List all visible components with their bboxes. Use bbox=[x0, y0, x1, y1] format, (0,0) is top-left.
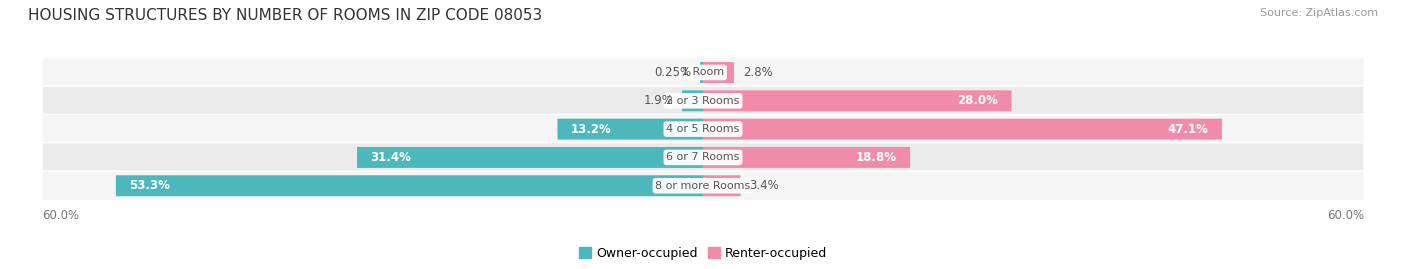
FancyBboxPatch shape bbox=[42, 171, 1364, 200]
FancyBboxPatch shape bbox=[42, 114, 1364, 144]
Text: 60.0%: 60.0% bbox=[1327, 209, 1364, 222]
Text: HOUSING STRUCTURES BY NUMBER OF ROOMS IN ZIP CODE 08053: HOUSING STRUCTURES BY NUMBER OF ROOMS IN… bbox=[28, 8, 543, 23]
Text: 28.0%: 28.0% bbox=[957, 94, 998, 107]
Text: 2.8%: 2.8% bbox=[742, 66, 772, 79]
Text: Source: ZipAtlas.com: Source: ZipAtlas.com bbox=[1260, 8, 1378, 18]
Text: 6 or 7 Rooms: 6 or 7 Rooms bbox=[666, 153, 740, 162]
FancyBboxPatch shape bbox=[703, 147, 910, 168]
FancyBboxPatch shape bbox=[42, 58, 1364, 87]
Text: 1 Room: 1 Room bbox=[682, 68, 724, 77]
Text: 13.2%: 13.2% bbox=[571, 123, 612, 136]
FancyBboxPatch shape bbox=[357, 147, 703, 168]
FancyBboxPatch shape bbox=[42, 143, 1364, 172]
FancyBboxPatch shape bbox=[558, 119, 703, 140]
Text: 1.9%: 1.9% bbox=[644, 94, 673, 107]
Legend: Owner-occupied, Renter-occupied: Owner-occupied, Renter-occupied bbox=[574, 242, 832, 265]
FancyBboxPatch shape bbox=[115, 175, 703, 196]
Text: 2 or 3 Rooms: 2 or 3 Rooms bbox=[666, 96, 740, 106]
FancyBboxPatch shape bbox=[682, 90, 703, 111]
FancyBboxPatch shape bbox=[703, 62, 734, 83]
Text: 31.4%: 31.4% bbox=[370, 151, 412, 164]
FancyBboxPatch shape bbox=[703, 175, 741, 196]
Text: 3.4%: 3.4% bbox=[749, 179, 779, 192]
Text: 4 or 5 Rooms: 4 or 5 Rooms bbox=[666, 124, 740, 134]
FancyBboxPatch shape bbox=[703, 119, 1222, 140]
Text: 8 or more Rooms: 8 or more Rooms bbox=[655, 181, 751, 191]
Text: 0.25%: 0.25% bbox=[654, 66, 692, 79]
FancyBboxPatch shape bbox=[42, 86, 1364, 115]
Text: 18.8%: 18.8% bbox=[856, 151, 897, 164]
Text: 53.3%: 53.3% bbox=[129, 179, 170, 192]
FancyBboxPatch shape bbox=[700, 62, 703, 83]
Text: 60.0%: 60.0% bbox=[42, 209, 79, 222]
FancyBboxPatch shape bbox=[703, 90, 1011, 111]
Text: 47.1%: 47.1% bbox=[1167, 123, 1209, 136]
